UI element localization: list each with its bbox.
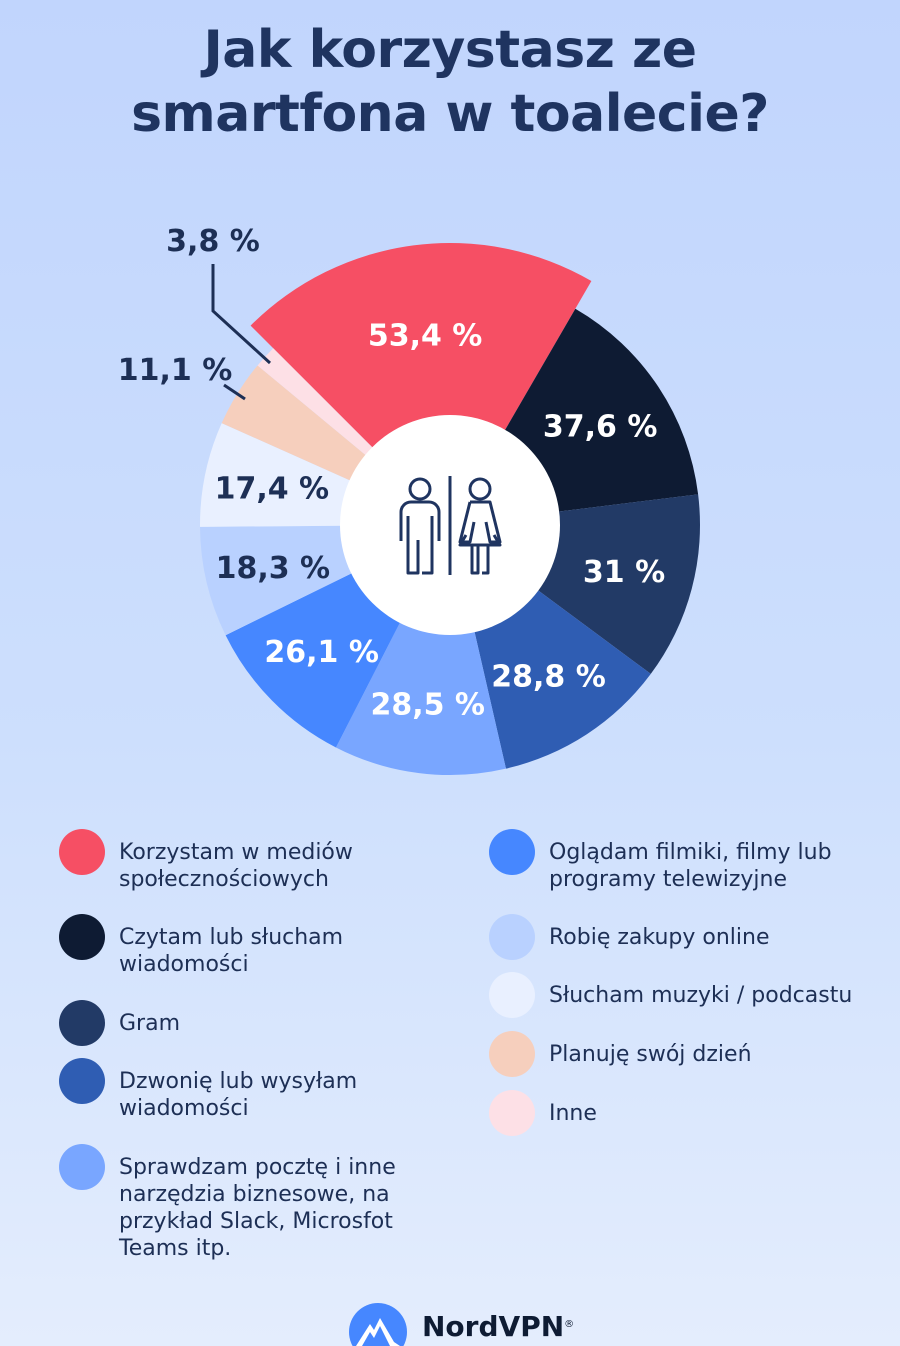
legend-label: Dzwonię lub wysyłam wiadomości — [119, 1069, 358, 1121]
legend-item: Czytam lub słucham wiadomości — [59, 914, 459, 978]
legend-swatch — [59, 1000, 105, 1046]
legend-swatch — [59, 914, 105, 960]
legend-swatch — [59, 829, 105, 875]
pie-slice — [200, 423, 352, 527]
title-line: smartfona w toalecie? — [131, 84, 769, 144]
leader-line — [223, 383, 246, 401]
restroom-icon — [399, 476, 502, 575]
legend-label: Korzystam w mediów społecznościowych — [119, 840, 353, 892]
legend-swatch — [489, 972, 535, 1018]
legend-item: Sprawdzam pocztę i inne narzędzia biznes… — [59, 1144, 459, 1262]
registered-mark: ® — [564, 1318, 575, 1330]
pie-chart: 53,4 % 37,6 % 31 % 28,8 %28,5 % 26,1 % 18,3 %… — [118, 224, 700, 775]
pie-slice — [504, 308, 699, 512]
legend-item: Robię zakupy online — [489, 914, 889, 960]
slice-label: 31 % — [583, 555, 665, 590]
pie-slice — [225, 572, 401, 748]
legend-label: Oglądam filmiki, filmy lub programy tele… — [549, 840, 832, 892]
slice-label: 28,5 % — [370, 688, 485, 723]
legend-label: Robię zakupy online — [549, 925, 770, 950]
legend-item: Korzystam w mediów społecznościowych — [59, 829, 459, 893]
legend-label: Sprawdzam pocztę i inne narzędzia biznes… — [119, 1155, 396, 1261]
nordvpn-logo: NordVPN ® — [348, 1302, 574, 1346]
chart-title: Jak korzystasz ze smartfona w toalecie? — [0, 18, 900, 146]
legend-item: Słucham muzyki / podcastu — [489, 972, 889, 1018]
slice-label: 17,4 % — [215, 472, 330, 507]
legend-swatch — [59, 1058, 105, 1104]
title-line: Jak korzystasz ze — [203, 20, 697, 80]
brand-name: NordVPN — [422, 1309, 565, 1343]
pie-slice — [257, 348, 374, 457]
legend-item: Planuję swój dzień — [489, 1031, 889, 1077]
legend-item: Dzwonię lub wysyłam wiadomości — [59, 1058, 459, 1122]
slice-label: 3,8 % — [166, 224, 260, 259]
legend-swatch — [489, 914, 535, 960]
legend-label: Słucham muzyki / podcastu — [549, 983, 853, 1008]
legend-item: Oglądam filmiki, filmy lub programy tele… — [489, 829, 889, 893]
legend-swatch — [59, 1144, 105, 1190]
pie-slice — [536, 494, 700, 674]
legend-label: Inne — [549, 1101, 597, 1126]
slice-label: 37,6 % — [543, 410, 658, 445]
slice-label: 28,8 % — [491, 660, 606, 695]
legend-swatch — [489, 829, 535, 875]
pie-slice — [200, 525, 354, 636]
slice-label: 26,1 % — [264, 635, 379, 670]
nordvpn-mountain-icon — [349, 1303, 407, 1346]
slice-label: 11,1 % — [118, 353, 233, 388]
legend-label: Czytam lub słucham wiadomości — [119, 925, 344, 977]
pie-slice — [221, 365, 367, 481]
slice-label: 53,4 % — [368, 319, 483, 354]
pie-slice — [335, 621, 506, 775]
legend-label: Gram — [119, 1011, 181, 1036]
legend-swatch — [489, 1090, 535, 1136]
slice-label: 18,3 % — [216, 551, 331, 586]
pie-slice — [474, 589, 651, 769]
legend-item: Inne — [489, 1090, 889, 1136]
leader-line — [211, 264, 272, 365]
pie-slice — [250, 242, 592, 449]
legend-swatch — [489, 1031, 535, 1077]
legend-item: Gram — [59, 1000, 459, 1046]
legend-label: Planuję swój dzień — [549, 1042, 752, 1067]
